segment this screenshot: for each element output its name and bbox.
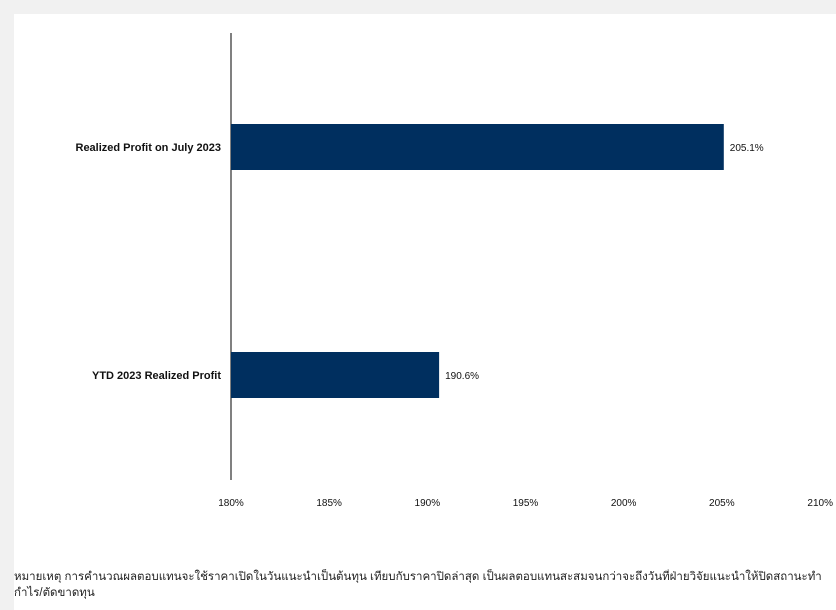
data-label-2: 190.6% <box>445 371 479 382</box>
footnote: หมายเหตุ การคำนวณผลตอบแทนจะใช้ราคาเปิดใน… <box>14 524 836 610</box>
x-tick-label-5: 200% <box>611 498 637 509</box>
x-tick-label-1: 180% <box>218 498 244 509</box>
chart-panel <box>14 14 836 524</box>
x-tick-label-3: 190% <box>415 498 441 509</box>
x-tick-label-4: 195% <box>513 498 539 509</box>
category-label-2: YTD 2023 Realized Profit <box>92 370 221 382</box>
x-tick-label-2: 185% <box>316 498 342 509</box>
footnote-line-1: หมายเหตุ การคำนวณผลตอบแทนจะใช้ราคาเปิดใน… <box>14 571 822 583</box>
bar-1 <box>231 124 724 170</box>
x-tick-label-6: 205% <box>709 498 735 509</box>
data-label-1: 205.1% <box>730 143 764 154</box>
footnote-line-2: กำไร/ตัดขาดทุน <box>14 587 95 599</box>
category-label-1: Realized Profit on July 2023 <box>76 142 222 154</box>
bar-chart: Realized Profit on July 2023 YTD 2023 Rea… <box>76 33 833 509</box>
bar-2 <box>231 352 440 398</box>
x-tick-label-7: 210% <box>807 498 833 509</box>
